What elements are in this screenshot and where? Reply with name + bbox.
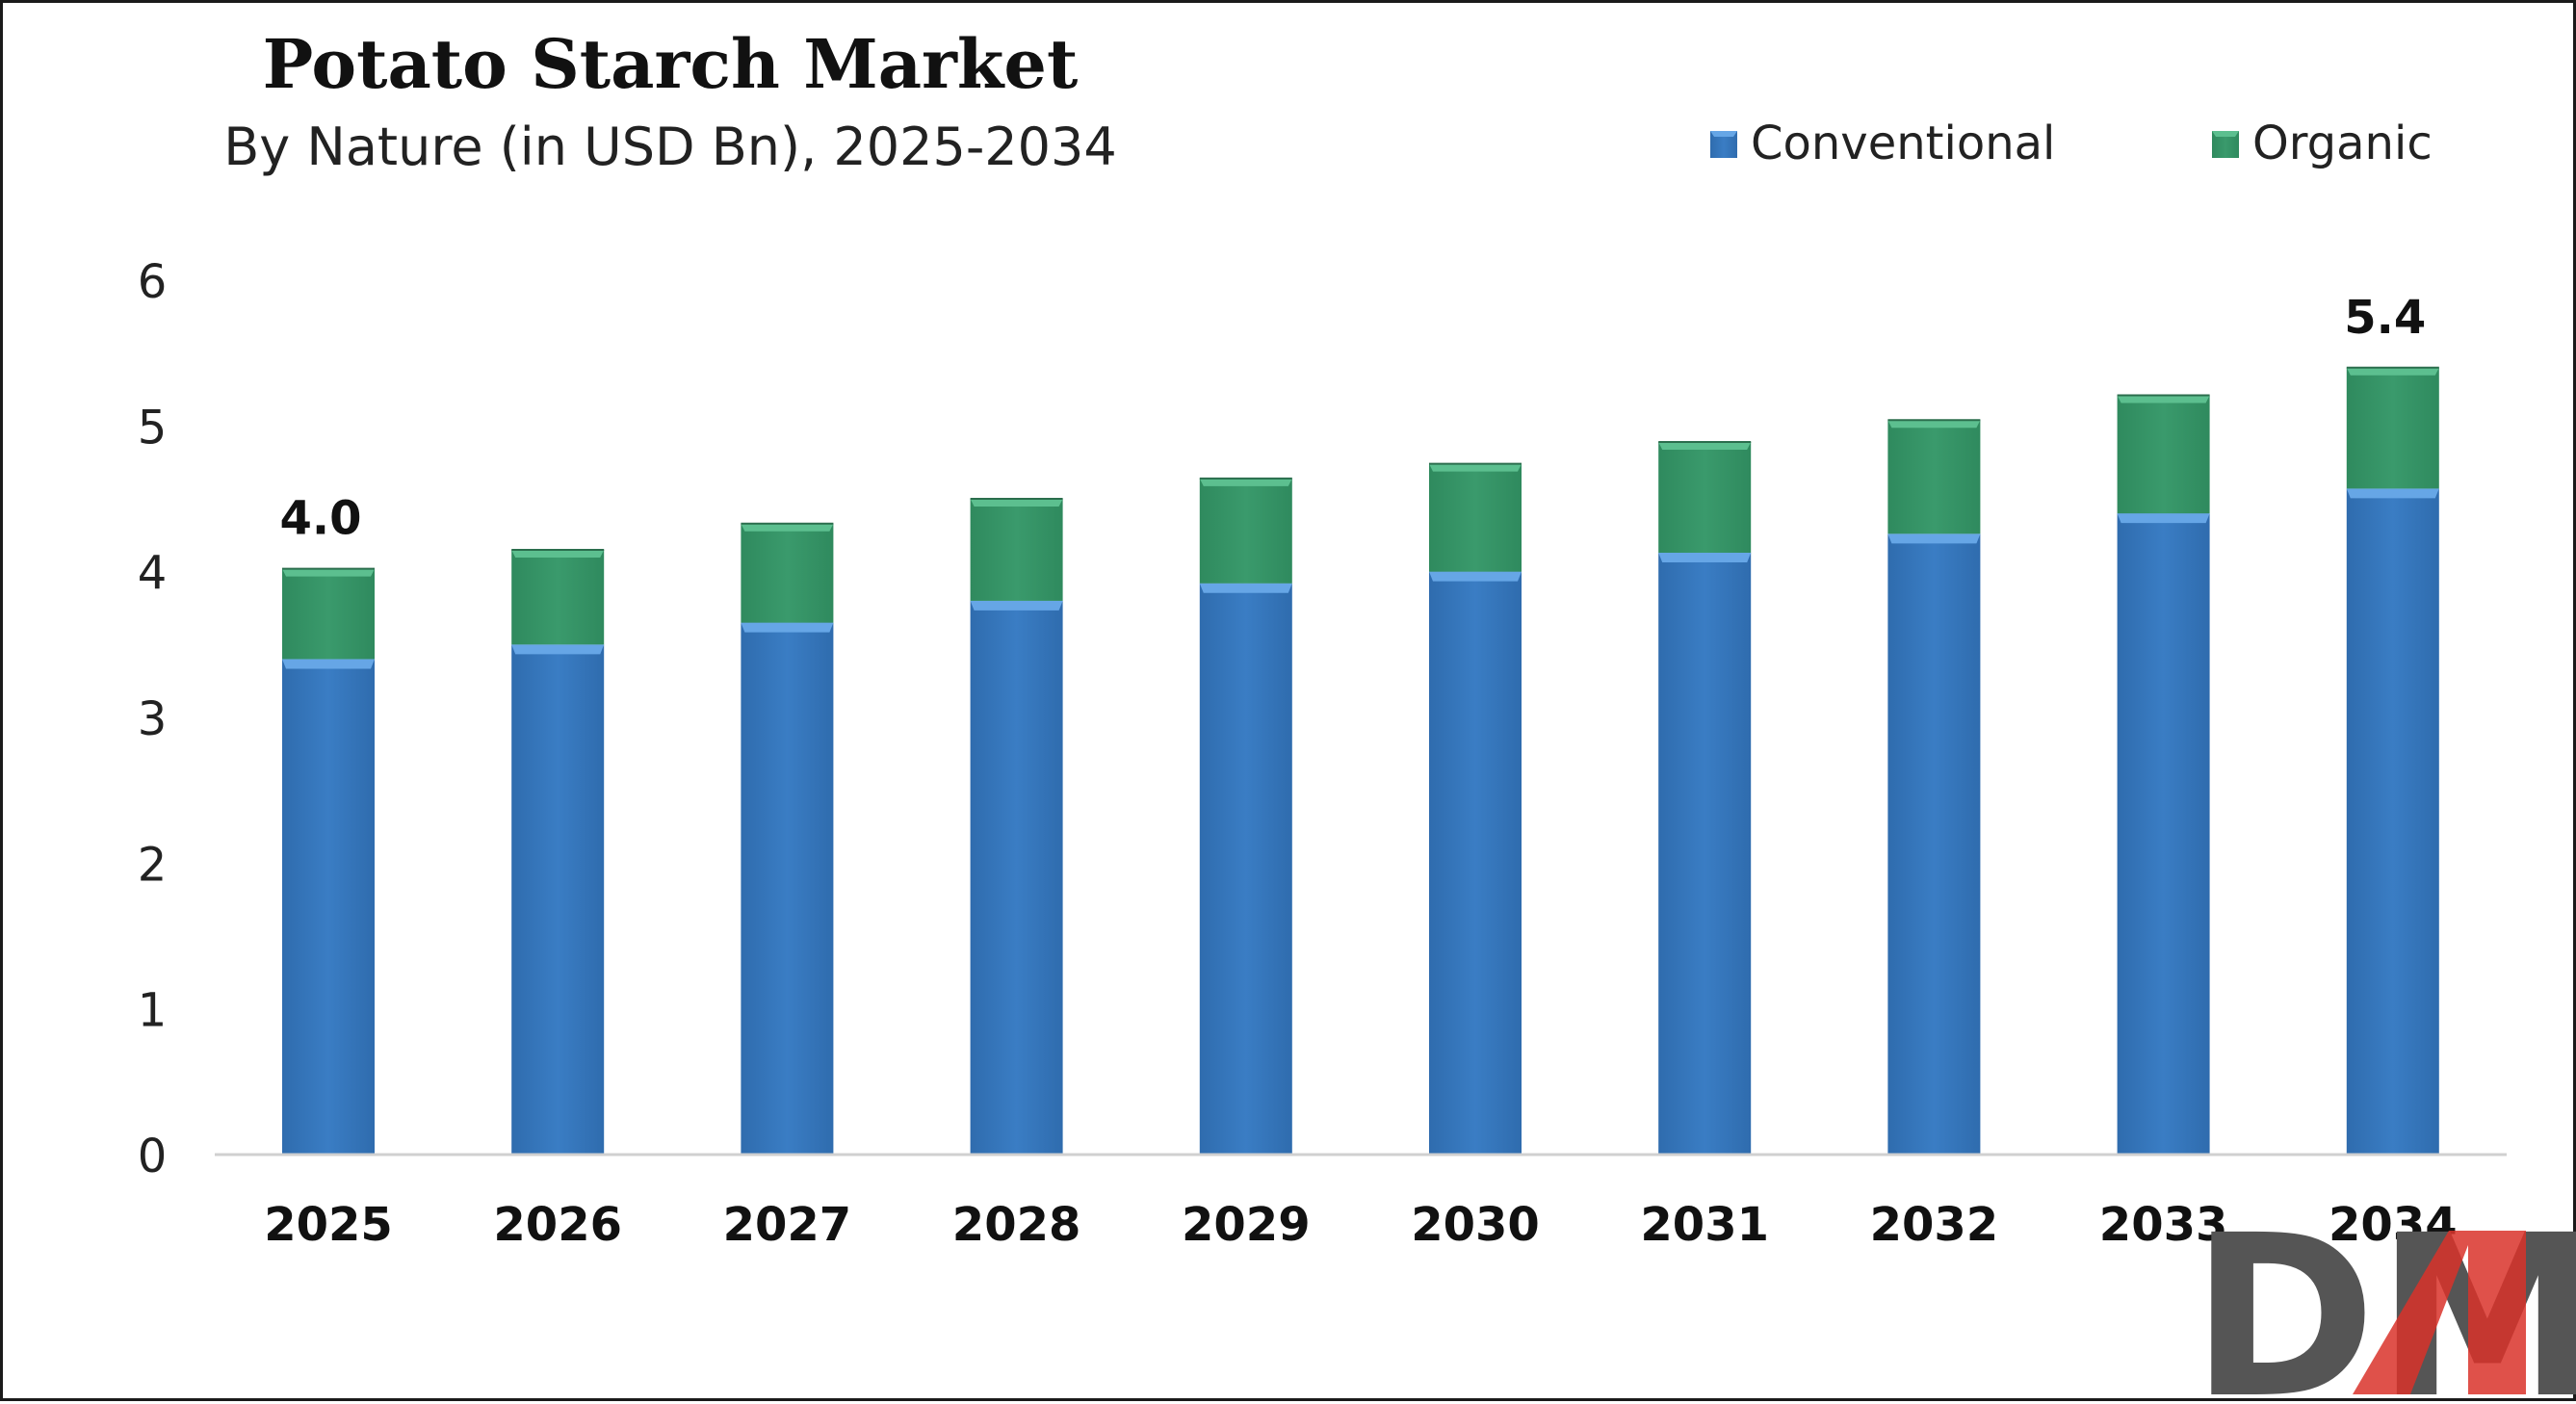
bar-organic-bevel	[2346, 367, 2439, 376]
bar-conventional-bevel	[2346, 488, 2439, 499]
bar-organic	[1887, 420, 1981, 534]
y-tick-label: 1	[138, 984, 168, 1038]
bar-organic	[2346, 367, 2439, 489]
bar-organic	[741, 523, 834, 623]
bar-organic-bevel	[741, 523, 834, 532]
bar-organic	[511, 549, 605, 645]
data-labels: 4.0 5.4	[279, 291, 2426, 546]
y-tick-label: 3	[138, 692, 168, 746]
x-tick-label: 2026	[493, 1198, 622, 1252]
bar-conventional	[2117, 513, 2210, 1155]
bar-conventional-bevel	[970, 600, 1063, 611]
bar-organic-bevel	[970, 499, 1063, 507]
x-tick-label: 2033	[2099, 1198, 2228, 1252]
chart-title: Potato Starch Market	[263, 24, 1079, 104]
x-tick-label: 2032	[1870, 1198, 1999, 1252]
chart-area: Potato Starch Market By Nature (in USD B…	[138, 24, 2576, 1404]
data-label: 4.0	[279, 492, 361, 546]
x-tick-label: 2029	[1182, 1198, 1311, 1252]
y-tick-label: 5	[138, 401, 168, 455]
bar-conventional	[511, 644, 605, 1155]
bar-conventional-bevel	[1658, 552, 1752, 562]
y-tick-label: 4	[138, 547, 168, 601]
bar-conventional	[1199, 583, 1292, 1155]
bar-conventional	[1429, 571, 1522, 1155]
x-tick-label: 2025	[264, 1198, 393, 1252]
bar-conventional	[741, 622, 834, 1155]
bar-organic-bevel	[511, 549, 605, 558]
bar-organic-bevel	[1658, 441, 1752, 450]
y-tick-label: 6	[138, 255, 168, 309]
bar-conventional-bevel	[1887, 533, 1981, 544]
legend-label: Organic	[2252, 117, 2433, 170]
x-tick-label: 2031	[1640, 1198, 1769, 1252]
bar-organic	[1658, 441, 1752, 553]
x-tick-label: 2030	[1411, 1198, 1540, 1252]
bar-conventional	[1887, 533, 1981, 1155]
bar-conventional-bevel	[511, 644, 605, 655]
logo-red-accent	[2353, 1231, 2526, 1394]
bar-conventional-bevel	[2117, 513, 2210, 524]
bar-conventional	[1658, 552, 1752, 1155]
bar-conventional	[2346, 488, 2439, 1155]
bar-organic-bevel	[282, 568, 375, 577]
legend-swatch-bevel	[1710, 131, 1737, 137]
legend-label: Conventional	[1751, 117, 2055, 170]
bar-conventional	[970, 600, 1063, 1155]
bar-conventional-bevel	[1429, 571, 1522, 582]
bar-organic-bevel	[1887, 420, 1981, 429]
chart-subtitle: By Nature (in USD Bn), 2025-2034	[223, 117, 1116, 177]
bar-organic	[282, 568, 375, 660]
bar-conventional-bevel	[1199, 583, 1292, 593]
x-tick-label: 2034	[2329, 1198, 2458, 1252]
bar-organic-bevel	[1429, 463, 1522, 472]
x-tick-label: 2028	[952, 1198, 1081, 1252]
x-axis: 2025 2026 2027 2028 2029 2030 2031 2032 2033 2034	[215, 1153, 2507, 1252]
legend: Conventional Organic	[1710, 117, 2433, 170]
bar-conventional-bevel	[741, 622, 834, 633]
bar-organic	[1199, 478, 1292, 584]
data-label: 5.4	[2344, 291, 2426, 345]
legend-swatch-bevel	[2212, 131, 2239, 137]
bar-organic	[1429, 463, 1522, 572]
bars	[282, 366, 2439, 1155]
dmr-logo: DMR	[2191, 1187, 2576, 1404]
bar-organic	[970, 499, 1063, 601]
bar-conventional	[282, 659, 375, 1155]
bar-organic-bevel	[2117, 395, 2210, 403]
y-tick-label: 2	[138, 838, 168, 892]
x-tick-label: 2027	[723, 1198, 852, 1252]
y-tick-label: 0	[138, 1130, 168, 1183]
y-axis: 0 1 2 3 4 5 6	[138, 255, 168, 1183]
bar-conventional-bevel	[282, 659, 375, 669]
bar-organic	[2117, 395, 2210, 514]
bar-organic-bevel	[1199, 478, 1292, 486]
